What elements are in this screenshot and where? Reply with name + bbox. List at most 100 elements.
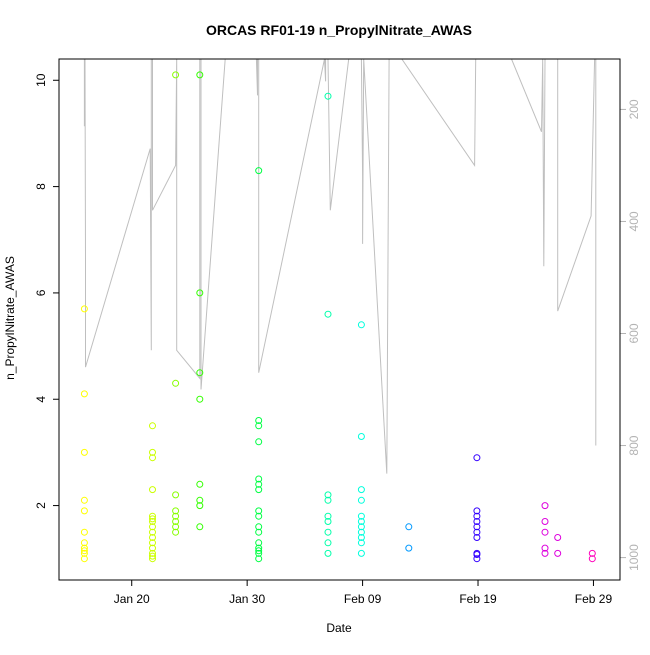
data-point (324, 512, 332, 520)
data-point (80, 547, 88, 555)
data-point (357, 518, 365, 525)
data-point (255, 417, 263, 424)
data-point (357, 523, 365, 531)
x-tick-label: Feb 09 (344, 592, 382, 606)
data-point (196, 523, 204, 531)
data-point (541, 502, 549, 510)
data-point (80, 544, 88, 552)
y-tick-label: 10 (34, 73, 48, 87)
data-point (149, 512, 156, 520)
data-point (196, 480, 204, 488)
data-point (473, 507, 481, 515)
data-point (149, 518, 156, 525)
data-point (324, 528, 332, 536)
data-point (172, 507, 180, 515)
data-point (149, 523, 156, 531)
data-point (149, 528, 156, 536)
data-point (196, 496, 204, 504)
data-point (149, 422, 156, 430)
x-axis-label: Date (326, 621, 352, 635)
data-point (80, 390, 88, 398)
data-point (357, 539, 365, 547)
data-point (149, 549, 156, 557)
data-point (473, 454, 481, 462)
data-point (473, 512, 481, 520)
data-point (473, 528, 481, 536)
data-point (149, 486, 156, 494)
data-point (149, 539, 156, 547)
data-point (196, 71, 204, 79)
data-point (80, 539, 88, 547)
x-tick-label: Jan 20 (114, 592, 150, 606)
data-point (473, 523, 481, 531)
data-point (80, 528, 88, 536)
data-points (80, 71, 596, 563)
data-point (473, 518, 481, 525)
data-point (255, 528, 263, 536)
data-point (357, 433, 365, 440)
data-point (588, 549, 596, 557)
chart-title: ORCAS RF01-19 n_PropylNitrate_AWAS (206, 22, 472, 38)
data-point (80, 549, 88, 557)
data-point (172, 512, 180, 520)
data-point (324, 310, 332, 318)
y-tick-label: 6 (34, 289, 48, 296)
data-point (473, 551, 481, 558)
data-point (324, 518, 332, 525)
data-point (255, 486, 263, 494)
y-tick-label: 2 (34, 502, 48, 509)
pressure-trace (83, 58, 597, 474)
data-point (473, 534, 481, 541)
data-point (149, 552, 156, 560)
y-tick-label: 8 (34, 183, 48, 190)
data-point (588, 555, 596, 563)
data-point (255, 547, 263, 555)
data-point (172, 528, 180, 536)
data-point (80, 555, 88, 563)
data-point (255, 480, 263, 488)
data-point (172, 379, 180, 387)
x-tick-label: Feb 29 (575, 592, 613, 606)
data-point (80, 507, 88, 515)
data-point (255, 475, 263, 483)
data-point (255, 422, 263, 430)
data-point (405, 523, 413, 531)
data-point (149, 544, 156, 552)
y-tick-label: 4 (34, 396, 48, 403)
data-point (324, 496, 332, 504)
data-point (149, 515, 156, 523)
data-point (357, 321, 365, 329)
data-point (80, 496, 88, 504)
plot-frame (58, 58, 621, 581)
data-point (255, 523, 263, 531)
data-point (255, 555, 263, 563)
data-point (541, 528, 549, 536)
data-point (255, 512, 263, 520)
x-tick-label: Feb 19 (459, 592, 497, 606)
data-point (541, 544, 549, 552)
data-point (324, 549, 332, 557)
data-point (324, 92, 332, 100)
data-point (196, 289, 204, 297)
right-tick-label: 200 (627, 99, 641, 119)
data-point (172, 71, 180, 79)
x-tick-label: Jan 30 (229, 592, 265, 606)
axes: 2 4 6 8 10 Jan 20 Jan 30 Feb 09 Feb 19 Feb 29 200 4… (34, 73, 641, 606)
data-point (172, 523, 180, 531)
right-tick-label: 400 (627, 211, 641, 231)
data-point (149, 534, 156, 541)
data-point (255, 167, 263, 175)
right-tick-label: 1000 (627, 544, 641, 571)
data-point (149, 454, 156, 462)
data-point (255, 507, 263, 515)
data-point (255, 539, 263, 547)
data-point (357, 512, 365, 520)
data-point (357, 528, 365, 536)
right-tick-label: 800 (627, 435, 641, 455)
data-point (554, 534, 562, 541)
data-point (473, 555, 481, 563)
data-point (80, 448, 88, 456)
data-point (324, 491, 332, 499)
data-point (149, 448, 156, 456)
